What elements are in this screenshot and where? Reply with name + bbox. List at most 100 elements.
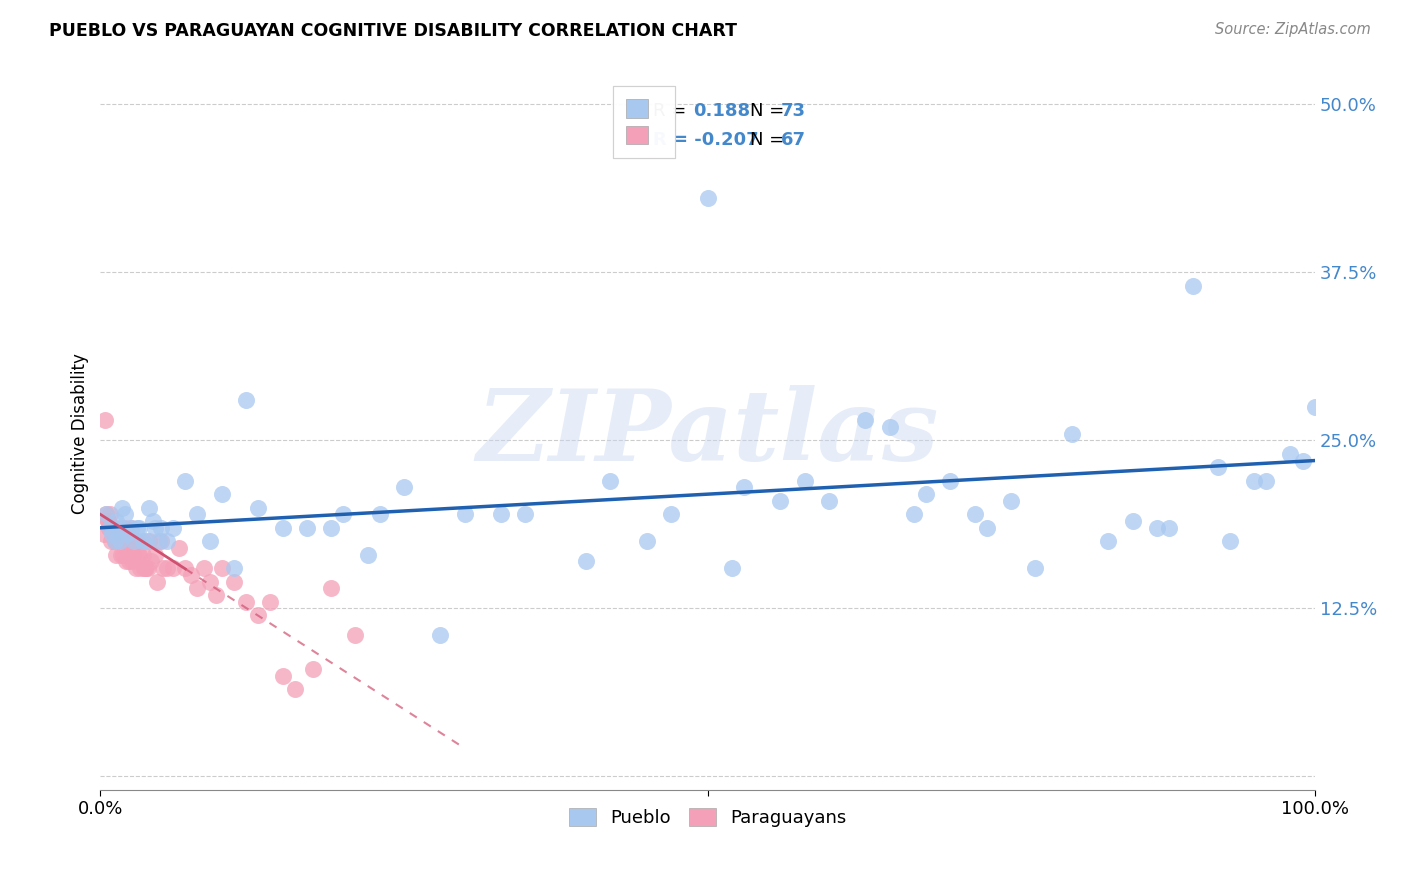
Paraguayans: [150, 534, 173, 549]
Paraguayans: [134, 561, 156, 575]
Paraguayans: [115, 554, 138, 568]
Pueblo: [939, 474, 962, 488]
Pueblo: [915, 487, 938, 501]
Pueblo: [150, 521, 173, 535]
Paraguayans: [112, 548, 135, 562]
Pueblo: [793, 474, 815, 488]
Paraguayans: [108, 534, 131, 549]
Paraguayans: [271, 668, 294, 682]
Pueblo: [143, 521, 166, 535]
Paraguayans: [128, 548, 150, 562]
Paraguayans: [344, 628, 367, 642]
Paraguayans: [284, 682, 307, 697]
Pueblo: [148, 534, 170, 549]
Paraguayans: [204, 588, 226, 602]
Paraguayans: [319, 581, 342, 595]
Pueblo: [599, 474, 621, 488]
Pueblo: [162, 521, 184, 535]
Pueblo: [720, 561, 742, 575]
Pueblo: [575, 554, 598, 568]
Pueblo: [1000, 494, 1022, 508]
Pueblo: [1024, 561, 1046, 575]
Pueblo: [124, 534, 146, 549]
Pueblo: [142, 514, 165, 528]
Paraguayans: [115, 534, 138, 549]
Pueblo: [247, 500, 270, 515]
Paraguayans: [235, 595, 257, 609]
Text: N =: N =: [749, 103, 785, 120]
Paraguayans: [141, 554, 163, 568]
Paraguayans: [132, 548, 155, 562]
Paraguayans: [302, 662, 325, 676]
Legend: Pueblo, Paraguayans: Pueblo, Paraguayans: [561, 800, 853, 834]
Paraguayans: [100, 534, 122, 549]
Pueblo: [489, 508, 512, 522]
Pueblo: [453, 508, 475, 522]
Paraguayans: [94, 413, 117, 427]
Paraguayans: [115, 541, 138, 555]
Pueblo: [319, 521, 342, 535]
Pueblo: [879, 420, 901, 434]
Text: PUEBLO VS PARAGUAYAN COGNITIVE DISABILITY CORRELATION CHART: PUEBLO VS PARAGUAYAN COGNITIVE DISABILIT…: [49, 22, 737, 40]
Pueblo: [108, 534, 131, 549]
Paraguayans: [97, 514, 120, 528]
Pueblo: [101, 527, 124, 541]
Pueblo: [1303, 400, 1326, 414]
Pueblo: [1243, 474, 1265, 488]
Paraguayans: [162, 561, 184, 575]
Paraguayans: [124, 561, 146, 575]
Paraguayans: [118, 554, 141, 568]
Pueblo: [120, 521, 142, 535]
Paraguayans: [129, 561, 152, 575]
Pueblo: [98, 521, 121, 535]
Pueblo: [128, 521, 150, 535]
Paraguayans: [96, 508, 118, 522]
Paraguayans: [138, 534, 160, 549]
Text: R =: R =: [652, 103, 686, 120]
Y-axis label: Cognitive Disability: Cognitive Disability: [72, 353, 89, 514]
Pueblo: [1122, 514, 1144, 528]
Paraguayans: [110, 548, 132, 562]
Pueblo: [1146, 521, 1168, 535]
Pueblo: [1279, 447, 1302, 461]
Text: R = -0.207: R = -0.207: [652, 131, 758, 149]
Paraguayans: [198, 574, 221, 589]
Pueblo: [429, 628, 451, 642]
Paraguayans: [97, 521, 120, 535]
Paraguayans: [259, 595, 281, 609]
Pueblo: [211, 487, 233, 501]
Paraguayans: [186, 581, 208, 595]
Pueblo: [1206, 460, 1229, 475]
Pueblo: [696, 191, 718, 205]
Pueblo: [818, 494, 841, 508]
Paraguayans: [125, 534, 148, 549]
Paraguayans: [143, 548, 166, 562]
Pueblo: [107, 521, 129, 535]
Paraguayans: [120, 521, 142, 535]
Pueblo: [659, 508, 682, 522]
Pueblo: [1060, 426, 1083, 441]
Paraguayans: [121, 554, 143, 568]
Paraguayans: [98, 508, 121, 522]
Paraguayans: [174, 561, 197, 575]
Pueblo: [392, 480, 415, 494]
Paraguayans: [107, 527, 129, 541]
Pueblo: [186, 508, 208, 522]
Pueblo: [1256, 474, 1278, 488]
Pueblo: [135, 534, 157, 549]
Pueblo: [174, 474, 197, 488]
Pueblo: [903, 508, 925, 522]
Paraguayans: [121, 534, 143, 549]
Paraguayans: [152, 561, 174, 575]
Pueblo: [111, 500, 134, 515]
Pueblo: [976, 521, 998, 535]
Pueblo: [222, 561, 245, 575]
Pueblo: [1291, 453, 1313, 467]
Paraguayans: [100, 521, 122, 535]
Pueblo: [1157, 521, 1180, 535]
Pueblo: [295, 521, 318, 535]
Pueblo: [1182, 278, 1205, 293]
Pueblo: [125, 521, 148, 535]
Paraguayans: [105, 548, 128, 562]
Paraguayans: [169, 541, 191, 555]
